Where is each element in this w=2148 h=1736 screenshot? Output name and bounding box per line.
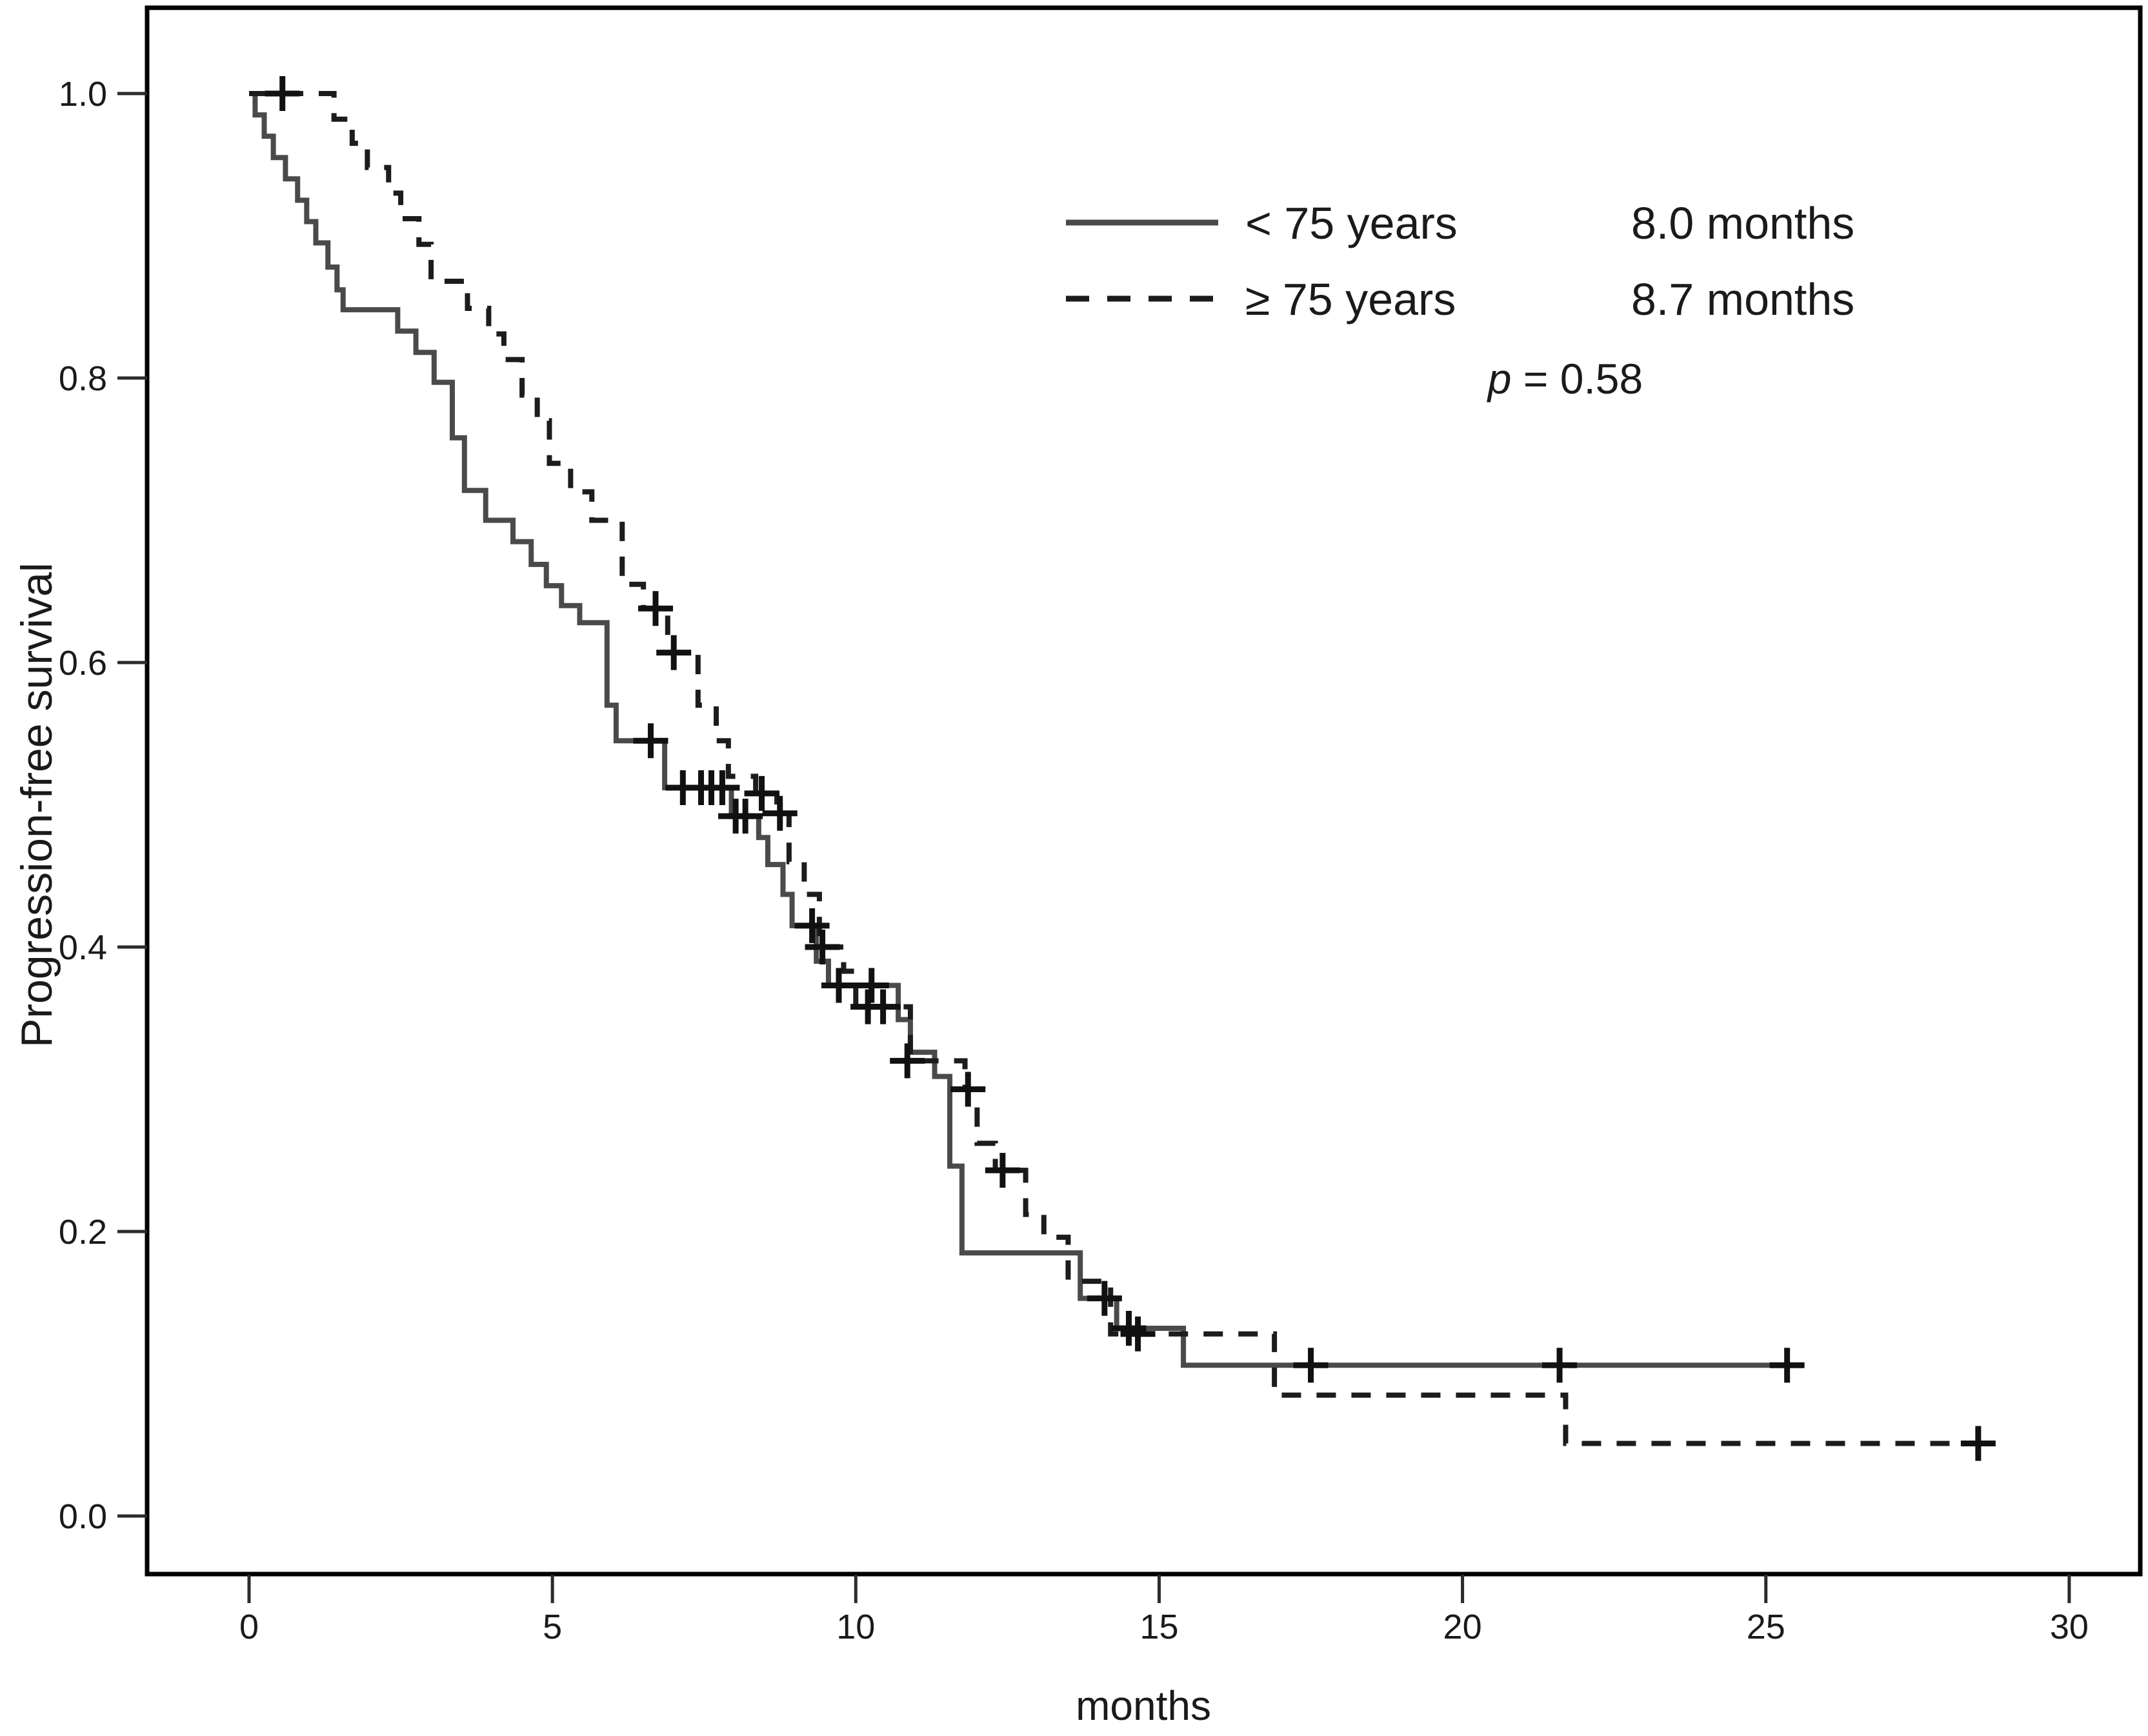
y-tick-label: 0.6	[59, 644, 107, 683]
censor-mark	[950, 1072, 986, 1107]
censor-mark	[805, 930, 840, 964]
legend-label-under75: < 75 years	[1245, 198, 1458, 248]
y-tick-label: 1.0	[59, 75, 107, 114]
censor-mark	[985, 1153, 1020, 1188]
x-tick-label: 30	[2050, 1608, 2089, 1646]
censor-mark	[794, 908, 830, 943]
x-tick-label: 15	[1139, 1608, 1178, 1646]
censor-mark	[1120, 1316, 1156, 1352]
x-tick-label: 10	[836, 1608, 875, 1646]
x-tick-label: 5	[543, 1608, 562, 1646]
censor-mark	[1960, 1426, 1996, 1461]
censor-mark	[705, 770, 740, 806]
censor-mark	[1542, 1348, 1578, 1383]
y-axis-ticks: 0.0 0.2 0.4 0.6 0.8 1.0	[59, 75, 147, 1536]
censor-mark	[633, 723, 668, 759]
censor-mark	[1293, 1348, 1329, 1383]
censor-mark	[1769, 1348, 1805, 1383]
censor-mark	[890, 1043, 925, 1079]
y-tick-label: 0.2	[59, 1213, 107, 1252]
y-axis-title: Progression-free survival	[12, 563, 61, 1048]
y-tick-label: 0.0	[59, 1497, 107, 1536]
p-value-annotation: p = 0.58	[1487, 355, 1643, 403]
x-axis-ticks: 0 5 10 15 20 25 30	[239, 1575, 2089, 1646]
censor-mark	[1087, 1281, 1122, 1316]
censor-mark	[762, 795, 798, 831]
legend: < 75 years 8.0 months ≥ 75 years 8.7 mon…	[1066, 198, 1854, 403]
censor-mark	[656, 635, 692, 670]
p-symbol: p	[1487, 355, 1512, 403]
censor-marks	[265, 76, 1996, 1461]
x-tick-label: 25	[1747, 1608, 1785, 1646]
censor-mark	[265, 76, 300, 111]
censor-mark	[854, 968, 889, 1003]
plot-frame	[145, 5, 2143, 1577]
censor-mark	[638, 591, 673, 626]
x-tick-label: 20	[1443, 1608, 1482, 1646]
y-tick-label: 0.8	[59, 359, 107, 398]
legend-label-over75: ≥ 75 years	[1245, 274, 1456, 324]
legend-median-under75: 8.0 months	[1631, 198, 1854, 248]
censor-mark	[728, 799, 763, 834]
censor-mark	[744, 775, 779, 811]
censor-mark	[865, 989, 901, 1024]
p-value-text: = 0.58	[1512, 355, 1643, 403]
legend-median-over75: 8.7 months	[1631, 274, 1854, 324]
x-axis-title: months	[1076, 1682, 1211, 1729]
x-tick-label: 0	[239, 1608, 259, 1646]
solid-curve	[249, 91, 1794, 1368]
y-tick-label: 0.4	[59, 928, 107, 967]
censor-mark	[821, 968, 856, 1003]
